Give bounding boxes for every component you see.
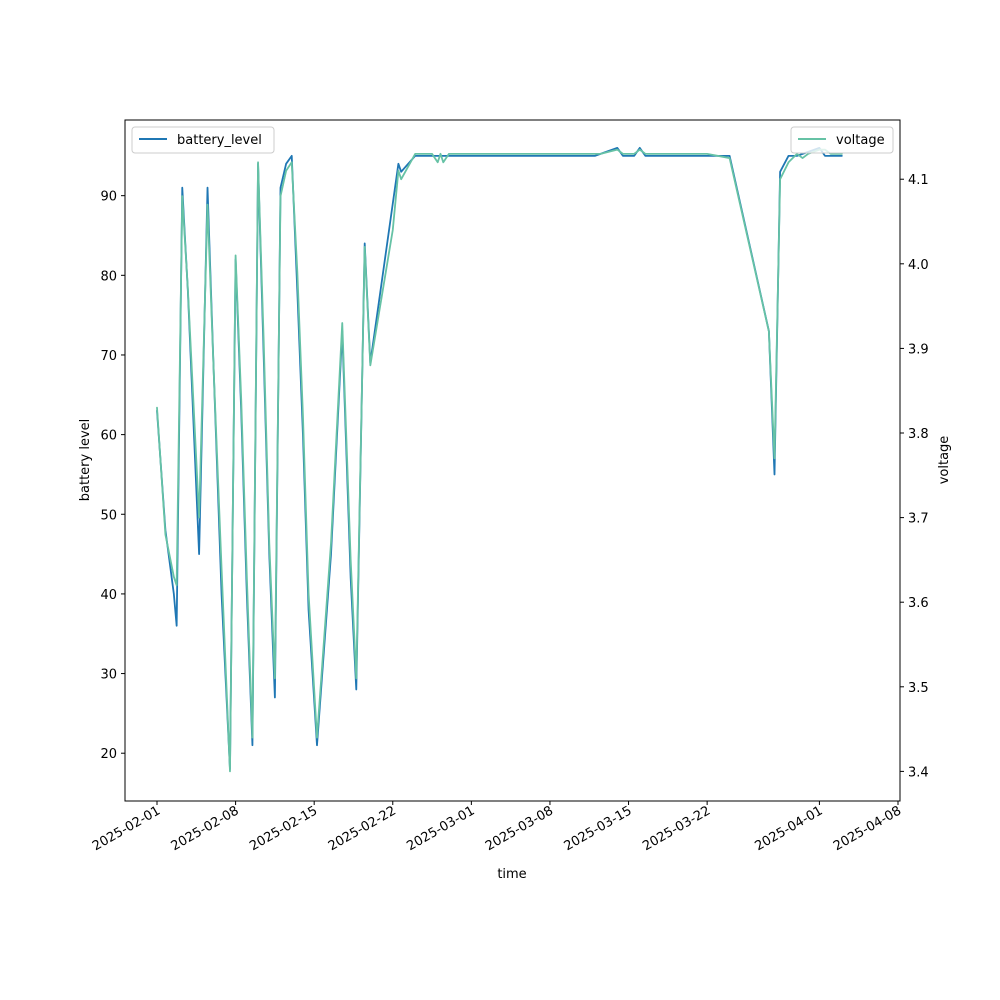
legend-battery-level: battery_level [131, 126, 275, 154]
right-y-tick-label: 4.1 [908, 173, 929, 188]
left-y-tick-label: 20 [100, 747, 117, 762]
x-tick-label: 2025-04-08 [831, 803, 904, 854]
left-y-tick-label: 40 [100, 588, 117, 603]
left-y-axis: 20 30 40 50 60 70 80 90 [100, 190, 125, 762]
x-tick-label: 2025-03-15 [562, 803, 635, 854]
right-y-tick-label: 3.6 [908, 596, 929, 611]
right-y-tick-label: 3.9 [908, 342, 929, 357]
plot-area [125, 120, 900, 801]
right-y-axis: 3.4 3.5 3.6 3.7 3.8 3.9 4.0 4.1 [900, 173, 929, 780]
plot-frame [124, 119, 901, 802]
x-tick-label: 2025-02-15 [247, 803, 320, 854]
legend-voltage: voltage [790, 126, 894, 154]
x-tick-label: 2025-04-01 [752, 803, 825, 854]
x-tick-label: 2025-03-08 [483, 803, 556, 854]
series-layer [156, 146, 843, 773]
right-y-tick-label: 3.8 [908, 427, 929, 442]
left-y-tick-label: 80 [100, 269, 117, 284]
x-axis: 2025-02-01 2025-02-08 2025-02-15 2025-02-22… [90, 801, 904, 854]
left-y-tick-label: 60 [100, 429, 117, 444]
x-tick-label: 2025-03-22 [640, 803, 713, 854]
axes-layer [124, 119, 901, 802]
left-y-tick-label: 50 [100, 508, 117, 523]
right-y-tick-label: 3.4 [908, 765, 929, 780]
x-axis-label: time [497, 867, 526, 882]
x-tick-label: 2025-02-22 [326, 803, 399, 854]
left-y-tick-label: 70 [100, 349, 117, 364]
series-line-voltage [156, 148, 843, 773]
legend-label: battery_level [177, 133, 262, 148]
x-tick-label: 2025-02-08 [169, 803, 242, 854]
legend-box [790, 126, 894, 154]
left-y-tick-label: 90 [100, 190, 117, 205]
right-y-axis-label: voltage [937, 436, 952, 485]
x-tick-label: 2025-02-01 [90, 803, 163, 854]
legend-label: voltage [836, 133, 885, 148]
x-tick-label: 2025-03-01 [404, 803, 477, 854]
right-y-tick-label: 4.0 [908, 258, 929, 273]
right-y-tick-label: 3.5 [908, 681, 929, 696]
left-y-tick-label: 30 [100, 668, 117, 683]
legend-box [131, 126, 275, 154]
left-y-axis-label: battery level [78, 419, 93, 502]
right-y-tick-label: 3.7 [908, 512, 929, 527]
